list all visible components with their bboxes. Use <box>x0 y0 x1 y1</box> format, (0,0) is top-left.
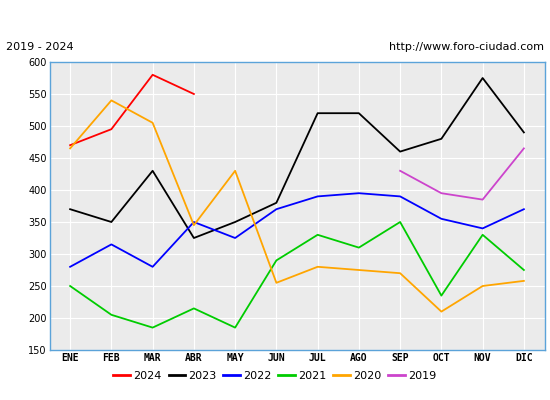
Text: Evolucion Nº Turistas Nacionales en el municipio de Arafo: Evolucion Nº Turistas Nacionales en el m… <box>83 10 467 24</box>
Text: http://www.foro-ciudad.com: http://www.foro-ciudad.com <box>389 42 544 52</box>
Text: 2019 - 2024: 2019 - 2024 <box>6 42 73 52</box>
Legend: 2024, 2023, 2022, 2021, 2020, 2019: 2024, 2023, 2022, 2021, 2020, 2019 <box>110 368 440 384</box>
